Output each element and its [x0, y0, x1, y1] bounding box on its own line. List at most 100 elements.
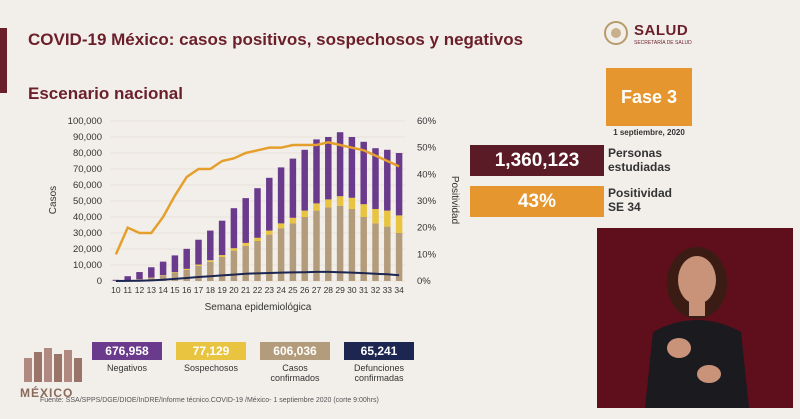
bar-negatives [348, 137, 356, 198]
bar-negatives [277, 167, 285, 224]
bar-negatives [136, 272, 143, 280]
x-tick-label: 27 [312, 285, 322, 295]
bar-negatives [195, 239, 202, 265]
bar-negatives [171, 255, 179, 273]
bar-suspects [207, 260, 214, 262]
bar-suspects [384, 210, 391, 227]
positivity-label: Positividad SE 34 [608, 186, 673, 214]
y-tick-label: 30,000 [73, 228, 102, 239]
seal-icon [604, 21, 628, 45]
bar-confirmed [325, 207, 332, 281]
positivity-line [114, 141, 400, 255]
people-studied-label: Personas estudiadas [608, 146, 671, 174]
bar-confirmed [360, 217, 367, 281]
bar-confirmed [230, 250, 238, 281]
logo-name: SALUD [634, 22, 689, 39]
bar-suspects [348, 197, 356, 209]
chart-bars [112, 132, 403, 281]
bar-negatives [360, 141, 367, 205]
bar-negatives [289, 158, 297, 218]
x-tick-label: 29 [335, 285, 345, 295]
x-tick-label: 22 [253, 285, 263, 295]
y2-tick-label: 40% [417, 169, 437, 180]
bar-negatives [395, 153, 403, 216]
sign-language-interpreter-video [597, 228, 793, 408]
phase-badge: Fase 3 [606, 68, 692, 126]
deaths-value: 65,241 [344, 342, 414, 360]
bar-suspects [183, 268, 190, 270]
y-tick-label: 90,000 [73, 132, 102, 143]
bar-negatives [372, 148, 379, 209]
y2-tick-label: 50% [417, 143, 437, 154]
x-tick-label: 26 [300, 285, 310, 295]
x-tick-label: 19 [217, 285, 227, 295]
bar-negatives [230, 208, 238, 249]
y2-tick-label: 10% [417, 249, 437, 260]
negatives-value: 676,958 [92, 342, 162, 360]
negatives-label: Negativos [106, 363, 148, 373]
bar-suspects [289, 217, 297, 224]
bar-suspects [372, 209, 379, 224]
y-tick-label: 60,000 [73, 180, 102, 191]
y-tick-label: 10,000 [73, 260, 102, 271]
confirmed-value: 606,036 [260, 342, 330, 360]
bar-negatives [124, 276, 131, 281]
bar-suspects [266, 230, 273, 235]
bar-confirmed [336, 205, 344, 281]
bar-suspects [230, 248, 238, 251]
bar-negatives [159, 261, 167, 276]
footer-brand: MÉXICO [20, 386, 74, 400]
deaths-line [115, 270, 400, 282]
bar-confirmed [372, 223, 379, 281]
x-tick-label: 24 [276, 285, 286, 295]
bar-suspects [242, 242, 249, 246]
bar-confirmed [384, 226, 391, 281]
salud-logo: SALUD SECRETARÍA DE SALUD [604, 18, 694, 54]
y-tick-label: 100,000 [68, 116, 102, 127]
bar-suspects [218, 255, 226, 257]
x-tick-label: 33 [383, 285, 393, 295]
bar-confirmed [313, 210, 320, 281]
title-accent-bar [0, 28, 7, 93]
bar-suspects [301, 210, 308, 217]
y-axis-label: Casos [48, 186, 59, 214]
y-tick-label: 20,000 [73, 244, 102, 255]
x-tick-label: 10 [111, 285, 121, 295]
heroes-illustration-icon [24, 348, 82, 382]
y2-tick-label: 0% [417, 276, 431, 287]
bar-negatives [301, 149, 308, 211]
page-title: COVID-19 México: casos positivos, sospec… [28, 30, 524, 49]
bar-negatives [148, 267, 155, 278]
bar-suspects [159, 275, 167, 276]
x-tick-label: 17 [194, 285, 204, 295]
bar-negatives [266, 177, 273, 231]
x-tick-label: 15 [170, 285, 180, 295]
legend-deaths: 65,241 Defunciones confirmadas [344, 342, 414, 383]
bar-negatives [325, 137, 332, 200]
bar-confirmed [218, 257, 226, 281]
x-tick-label: 21 [241, 285, 251, 295]
y-axis-ticks: 0 10,000 20,000 30,000 40,000 50,000 60,000 70,… [68, 116, 102, 287]
interpreter-figure-icon [645, 247, 749, 408]
x-tick-label: 30 [347, 285, 357, 295]
bar-confirmed [254, 241, 261, 281]
bar-negatives [218, 220, 226, 256]
bar-negatives [384, 149, 391, 211]
x-tick-label: 18 [206, 285, 216, 295]
bar-confirmed [289, 223, 297, 281]
y2-tick-label: 30% [417, 196, 437, 207]
x-tick-label: 31 [359, 285, 369, 295]
y-tick-label: 0 [97, 276, 102, 287]
bar-confirmed [242, 245, 249, 281]
x-tick-label: 12 [135, 285, 145, 295]
bar-suspects [171, 272, 179, 273]
bar-suspects [195, 264, 202, 266]
bar-confirmed [171, 273, 179, 281]
x-tick-label: 34 [394, 285, 404, 295]
bar-negatives [183, 248, 190, 269]
x-tick-label: 23 [265, 285, 275, 295]
x-tick-label: 16 [182, 285, 192, 295]
legend-negatives: 676,958 Negativos [92, 342, 162, 373]
deaths-label: Defunciones confirmadas [353, 363, 405, 383]
